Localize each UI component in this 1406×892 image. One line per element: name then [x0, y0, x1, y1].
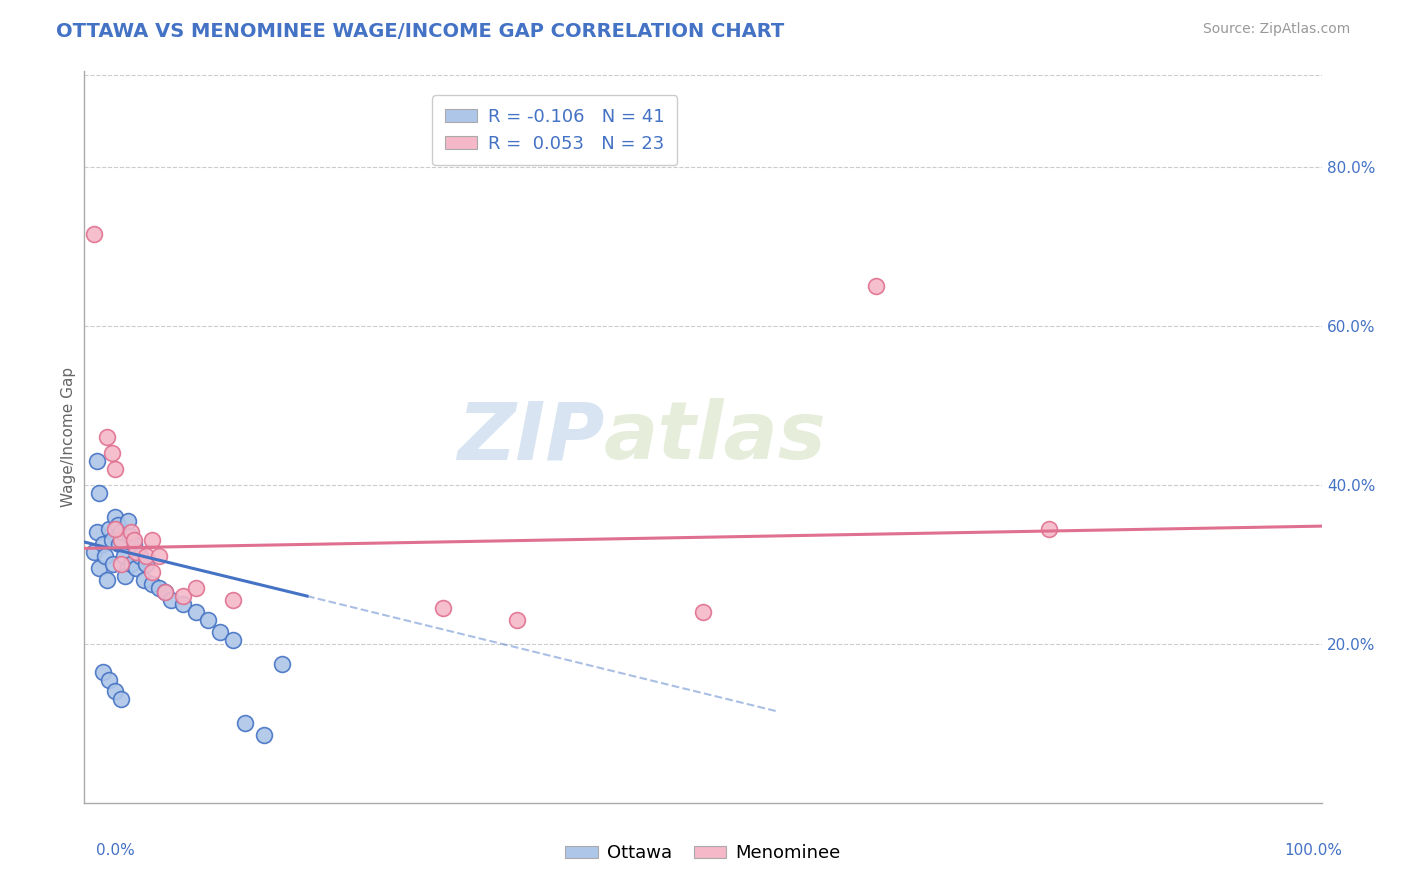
Text: Source: ZipAtlas.com: Source: ZipAtlas.com [1202, 22, 1350, 37]
Point [692, 605, 714, 619]
Point [120, 558, 142, 572]
Point [253, 728, 276, 742]
Point [89, 485, 111, 500]
Point [184, 581, 207, 595]
Point [100, 446, 122, 460]
Point [110, 692, 132, 706]
Point [148, 549, 170, 564]
Point [153, 585, 176, 599]
Point [506, 613, 529, 627]
Point [865, 279, 887, 293]
Text: 100.0%: 100.0% [1285, 843, 1343, 858]
Point [135, 558, 157, 572]
Point [135, 549, 157, 564]
Point [222, 593, 245, 607]
Point [104, 509, 127, 524]
Point [100, 533, 122, 548]
Point [101, 558, 124, 572]
Point [271, 657, 294, 671]
Point [120, 525, 142, 540]
Point [122, 533, 145, 548]
Point [141, 566, 163, 580]
Point [141, 533, 163, 548]
Point [104, 462, 127, 476]
Point [153, 585, 176, 599]
Point [117, 514, 139, 528]
Point [125, 545, 148, 559]
Point [172, 597, 194, 611]
Point [91, 537, 114, 551]
Text: OTTAWA VS MENOMINEE WAGE/INCOME GAP CORRELATION CHART: OTTAWA VS MENOMINEE WAGE/INCOME GAP CORR… [56, 22, 785, 41]
Point [96, 430, 118, 444]
Point [197, 613, 219, 627]
Point [125, 561, 148, 575]
Point [104, 684, 127, 698]
Point [172, 589, 194, 603]
Point [98, 521, 121, 535]
Point [148, 581, 170, 595]
Point [132, 573, 155, 587]
Point [91, 665, 114, 679]
Point [432, 601, 454, 615]
Point [160, 593, 183, 607]
Legend: R = -0.106   N = 41, R =  0.053   N = 23: R = -0.106 N = 41, R = 0.053 N = 23 [432, 95, 678, 165]
Point [110, 525, 132, 540]
Point [222, 632, 245, 647]
Point [110, 558, 132, 572]
Legend: Ottawa, Menominee: Ottawa, Menominee [558, 838, 848, 870]
Point [86, 454, 108, 468]
Point [89, 561, 111, 575]
Point [83, 545, 105, 559]
Point [114, 569, 136, 583]
Point [141, 577, 163, 591]
Point [129, 549, 152, 564]
Point [108, 537, 131, 551]
Point [120, 529, 142, 543]
Point [184, 605, 207, 619]
Point [96, 573, 118, 587]
Y-axis label: Wage/Income Gap: Wage/Income Gap [60, 367, 76, 508]
Point [104, 521, 127, 535]
Point [209, 624, 232, 639]
Point [112, 549, 135, 564]
Point [233, 716, 256, 731]
Text: 0.0%: 0.0% [96, 843, 135, 858]
Point [94, 549, 117, 564]
Point [107, 517, 129, 532]
Point [110, 533, 132, 548]
Point [122, 537, 145, 551]
Point [98, 673, 121, 687]
Point [1038, 521, 1060, 535]
Text: ZIP: ZIP [457, 398, 605, 476]
Text: atlas: atlas [605, 398, 827, 476]
Point [86, 525, 108, 540]
Point [83, 227, 105, 242]
